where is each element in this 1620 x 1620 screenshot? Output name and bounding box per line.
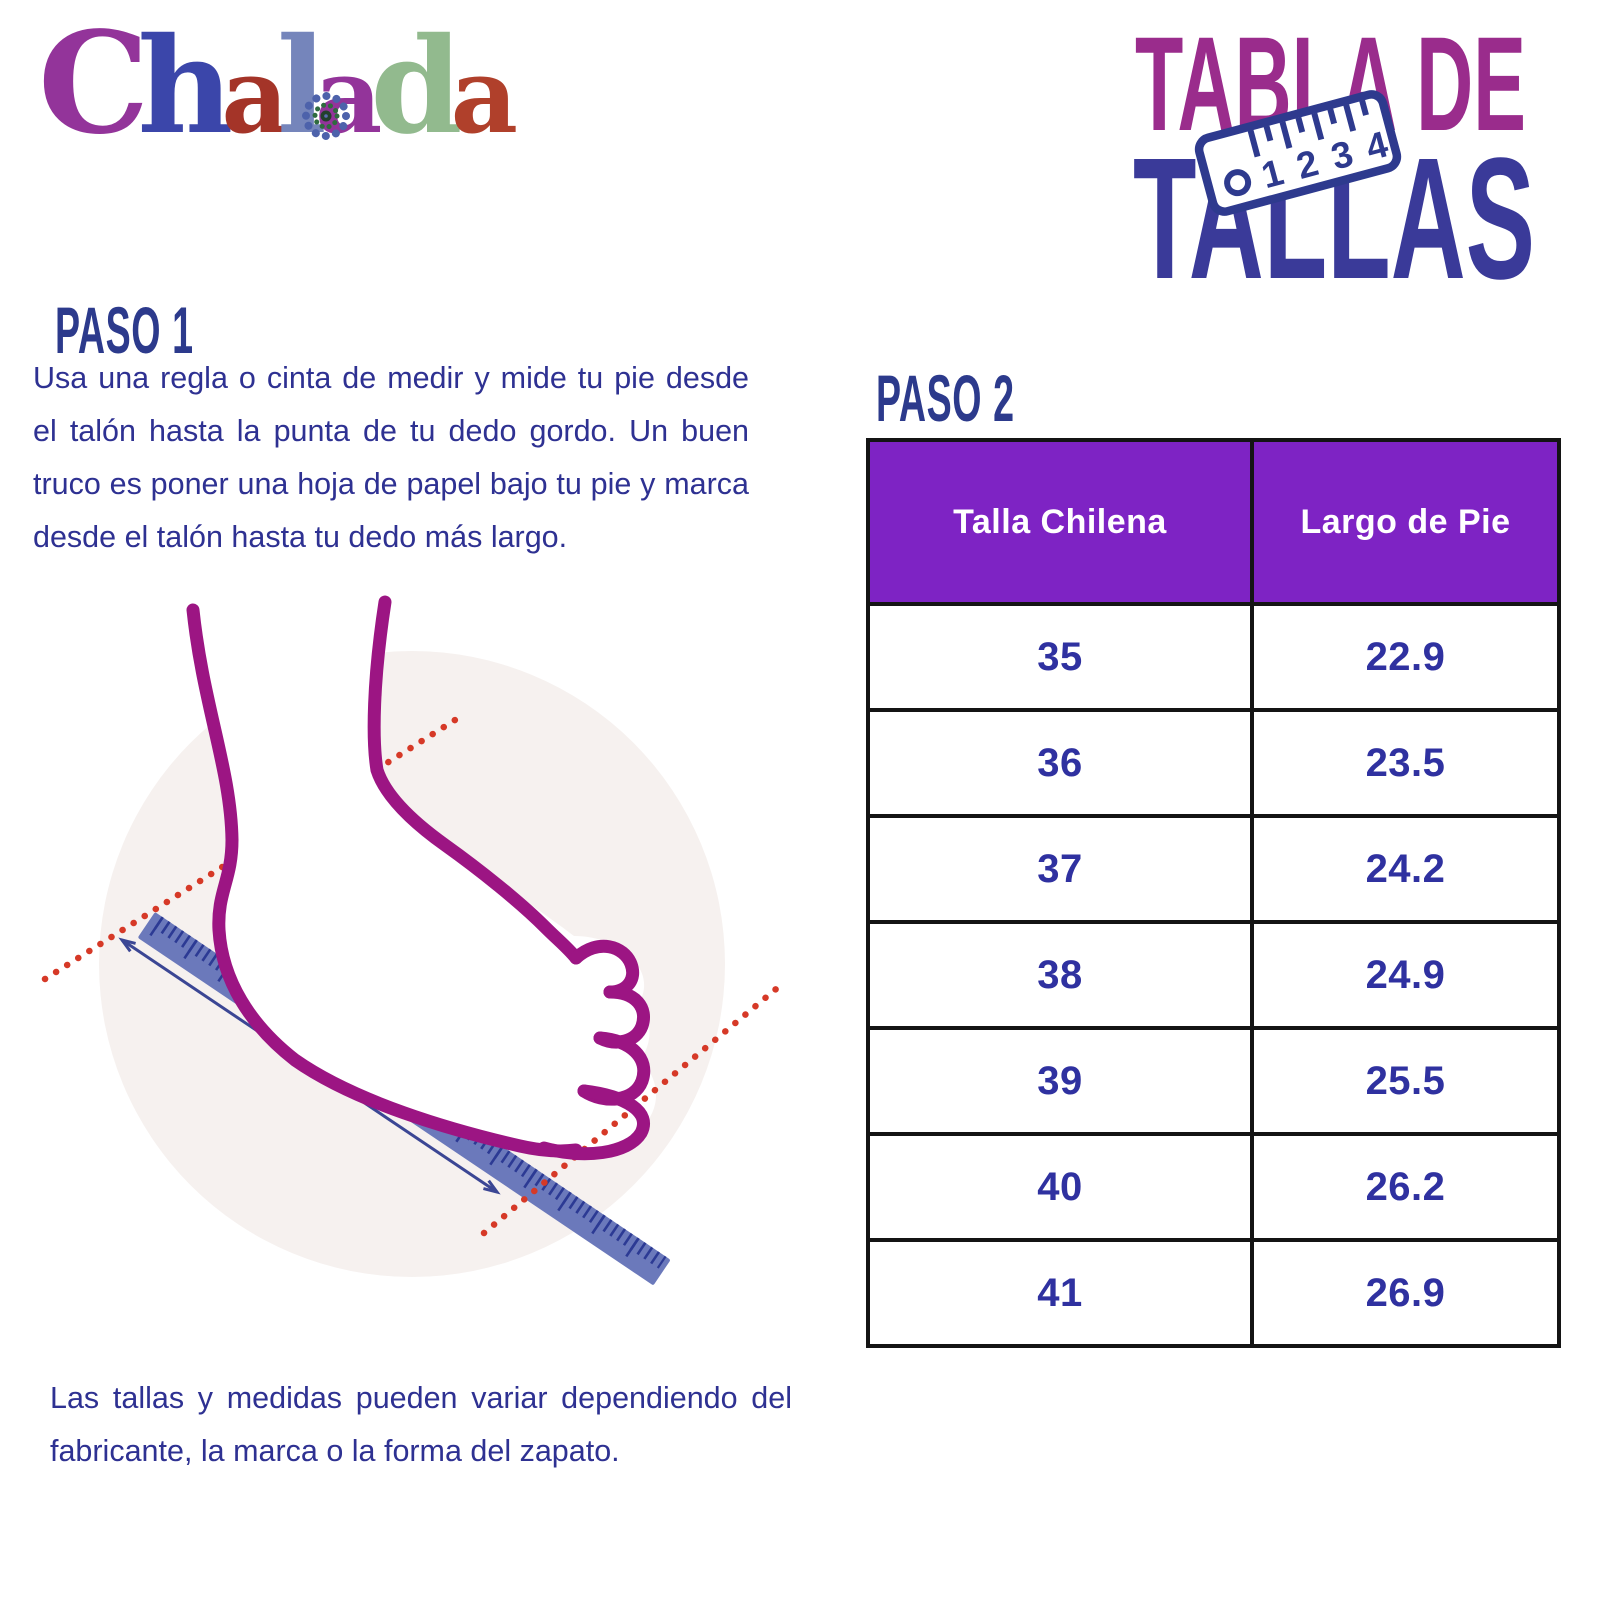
step2-heading: PASO 2 [876,361,1015,435]
talla-cell: 36 [866,708,1254,818]
ruler-zero-hole [1224,169,1252,197]
heel-dotted-line [41,716,459,983]
largo-cell: 24.9 [1250,920,1561,1030]
table-row: 36 23.5 [866,708,1561,818]
talla-cell: 37 [866,814,1254,924]
disclaimer-note: Las tallas y medidas pueden variar depen… [50,1381,792,1468]
foot-outline [186,595,651,1161]
step1-instructions: Usa una regla o cinta de medir y mide tu… [33,361,749,554]
largo-cell: 25.5 [1250,1026,1561,1136]
page-title: TABLA DE TALLAS 1 2 3 4 [1133,25,1535,295]
table-header-row: Talla Chilena Largo de Pie [866,438,1561,606]
logo-letter: a [450,34,518,157]
foot-fill [193,602,657,1152]
column-header-talla-chilena: Talla Chilena [866,438,1254,606]
ruler-icon: 1 2 3 4 [1194,90,1402,216]
talla-cell: 41 [866,1238,1254,1348]
step1-heading: PASO 1 [55,293,194,367]
big-toe-curl [537,1084,650,1161]
flower-icon [302,92,350,140]
table-row: 38 24.9 [866,920,1561,1030]
table-row: 35 22.9 [866,602,1561,712]
table-row: 41 26.9 [866,1238,1561,1348]
largo-cell: 24.2 [1250,814,1561,924]
table-row: 40 26.2 [866,1132,1561,1242]
size-table: Talla Chilena Largo de Pie 35 22.9 36 23… [866,438,1561,1348]
talla-cell: 39 [866,1026,1254,1136]
foot-measurement-illustration [41,595,786,1285]
largo-cell: 26.9 [1250,1238,1561,1348]
brand-logo: C h a l a d a [38,2,518,166]
ruler-icon-ticks [1247,99,1369,158]
largo-cell: 22.9 [1250,602,1561,712]
logo-letter: a [221,34,288,157]
table-row: 37 24.2 [866,814,1561,924]
talla-cell: 40 [866,1132,1254,1242]
logo-letter: d [370,9,462,164]
logo-letter: h [137,9,233,164]
talla-cell: 38 [866,920,1254,1030]
logo-letter: C [38,2,149,166]
column-header-largo-de-pie: Largo de Pie [1250,438,1561,606]
table-row: 39 25.5 [866,1026,1561,1136]
largo-cell: 23.5 [1250,708,1561,818]
largo-cell: 26.2 [1250,1132,1561,1242]
talla-cell: 35 [866,602,1254,712]
